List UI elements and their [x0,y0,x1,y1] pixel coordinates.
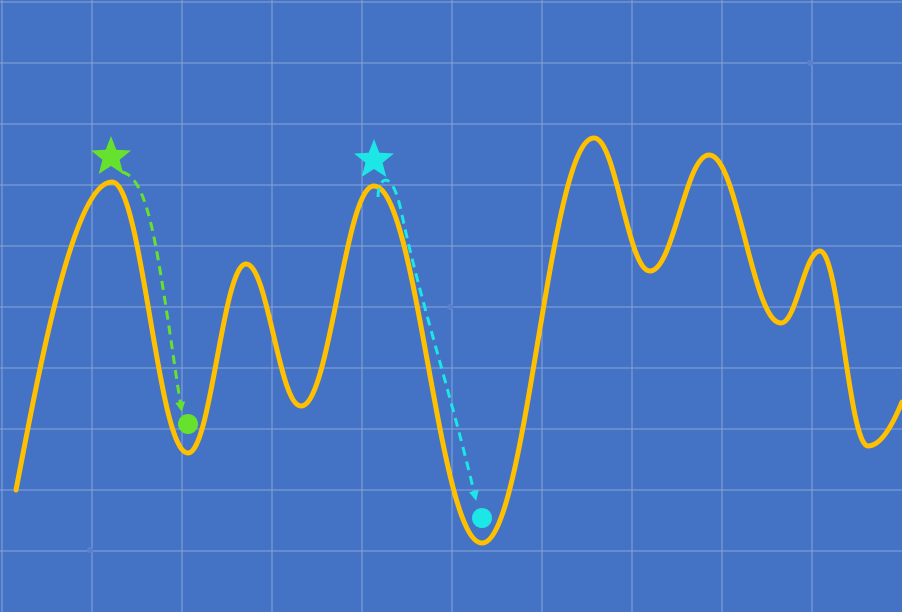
loss-curve [13,135,902,546]
grid-point [447,304,453,310]
cyan-end-dot [472,508,492,528]
cyan-descent-arrow [376,178,479,501]
cyan-start-star [354,139,394,177]
green-end-dot [178,414,198,434]
green-start-star [91,136,131,174]
green-descent-arrow [121,170,186,412]
grid-point [807,60,813,66]
grid-point [87,547,93,553]
